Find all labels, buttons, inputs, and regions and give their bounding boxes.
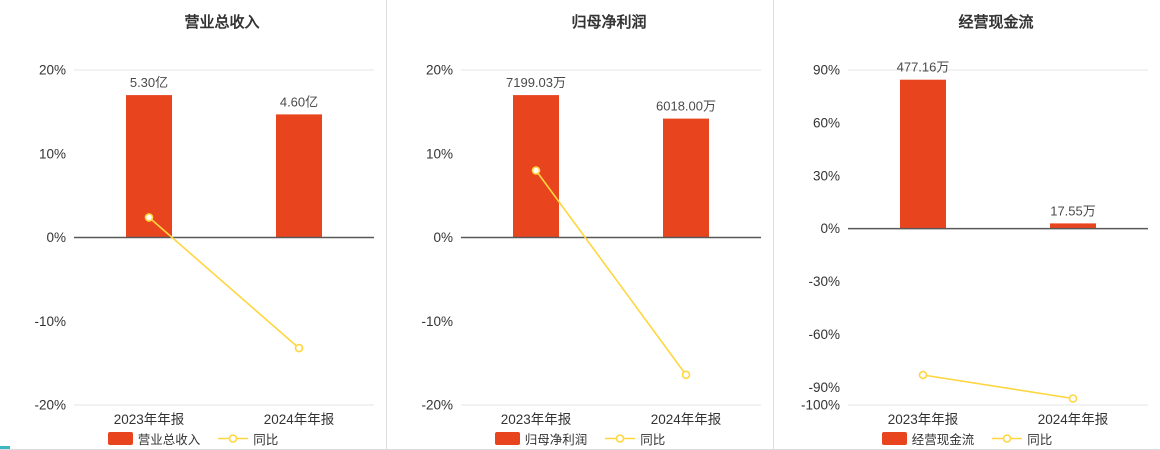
bar[interactable]: [1050, 223, 1096, 229]
y-tick-label: -60%: [808, 327, 840, 342]
legend-item-bar-series[interactable]: 营业总收入: [107, 429, 201, 448]
y-tick-label: -100%: [801, 398, 840, 413]
legend-item-line-series[interactable]: 同比: [218, 429, 278, 448]
panel-operating-cash-flow: 经营现金流 90% 60% 30% 0% -30% -60% -90% -100% 477.16…: [773, 0, 1160, 449]
line-swatch-icon: [218, 433, 249, 443]
panel-net-profit: 归母净利润 20% 10% 0% -10% -20% 7199.03万 2023年年报 601…: [386, 0, 773, 449]
legend-label: 同比: [1027, 432, 1053, 447]
y-tick-label: 0%: [46, 230, 66, 245]
chart-canvas-revenue: 20% 10% 0% -10% -20% 5.30亿 2023年年报 4.60亿 2024年年报: [34, 63, 374, 427]
bar[interactable]: [276, 114, 322, 238]
yoy-point[interactable]: [294, 343, 304, 353]
yoy-line: [535, 170, 687, 376]
y-tick-label: 0%: [820, 221, 840, 236]
bar[interactable]: [663, 118, 709, 238]
y-tick-label: -20%: [421, 398, 453, 413]
legend-label: 经营现金流: [911, 432, 975, 447]
yoy-line: [922, 374, 1074, 400]
line-swatch-icon: [992, 433, 1023, 443]
x-axis-label: 2024年年报: [264, 412, 335, 427]
yoy-point[interactable]: [144, 213, 154, 222]
legend-label: 营业总收入: [137, 432, 201, 447]
legend-item-line-series[interactable]: 同比: [605, 429, 665, 448]
bar-swatch-icon: [881, 431, 907, 445]
y-tick-label: 20%: [426, 63, 453, 78]
y-tick-label: -10%: [34, 314, 66, 329]
y-tick-label: 90%: [813, 63, 840, 78]
legend-label: 归母净利润: [524, 432, 588, 447]
chart-legend: 经营现金流 同比: [881, 428, 1052, 448]
panel-revenue: 营业总收入 20% 10% 0% -10% -20% 5.30亿 2023年年报 4.60亿 2…: [0, 0, 386, 449]
y-tick-label: -90%: [808, 380, 840, 395]
chart-title: 营业总收入: [184, 14, 260, 31]
x-axis-label: 2024年年报: [651, 412, 722, 427]
legend-label: 同比: [253, 432, 279, 447]
y-tick-label: 20%: [39, 63, 66, 78]
y-tick-label: 30%: [813, 168, 840, 183]
y-tick-label: 10%: [426, 146, 453, 161]
y-tick-label: 0%: [433, 230, 453, 245]
bar-value-label: 7199.03万: [506, 75, 566, 90]
bar-value-label: 6018.00万: [656, 99, 716, 114]
line-swatch-icon: [605, 433, 636, 443]
legend-item-line-series[interactable]: 同比: [992, 429, 1052, 448]
bar-swatch-icon: [494, 431, 520, 445]
yoy-line: [148, 216, 300, 349]
chart-legend: 归母净利润 同比: [494, 428, 665, 448]
bar-swatch-icon: [107, 431, 133, 445]
legend-item-bar-series[interactable]: 归母净利润: [494, 429, 588, 448]
x-axis-label: 2023年年报: [888, 412, 959, 427]
legend-item-bar-series[interactable]: 经营现金流: [881, 429, 975, 448]
legend-label: 同比: [640, 432, 666, 447]
x-axis-label: 2023年年报: [501, 412, 572, 427]
x-axis-label: 2023年年报: [114, 412, 185, 427]
y-tick-label: -30%: [808, 274, 840, 289]
y-tick-label: 10%: [39, 146, 66, 161]
yoy-point[interactable]: [681, 370, 691, 380]
chart-title: 归母净利润: [571, 14, 647, 31]
page-scrollbar-fragment: [0, 446, 10, 449]
chart-canvas-net-profit: 20% 10% 0% -10% -20% 7199.03万 2023年年报 6018.00万 2…: [421, 63, 761, 427]
x-axis-label: 2024年年报: [1038, 412, 1109, 427]
chart-title: 经营现金流: [958, 14, 1034, 31]
bar-value-label: 477.16万: [897, 60, 950, 75]
yoy-point[interactable]: [531, 166, 541, 175]
bar-value-label: 5.30亿: [130, 75, 168, 90]
chart-legend: 营业总收入 同比: [107, 428, 278, 448]
bar[interactable]: [900, 79, 946, 229]
chart-canvas-cash-flow: 90% 60% 30% 0% -30% -60% -90% -100% 477.16万 2023年…: [801, 60, 1148, 427]
y-tick-label: -10%: [421, 314, 453, 329]
bar-value-label: 4.60亿: [280, 94, 318, 109]
y-tick-label: 60%: [813, 115, 840, 130]
yoy-point[interactable]: [918, 370, 928, 380]
yoy-point[interactable]: [1068, 394, 1078, 403]
y-tick-label: -20%: [34, 398, 66, 413]
bar-value-label: 17.55万: [1050, 203, 1096, 218]
